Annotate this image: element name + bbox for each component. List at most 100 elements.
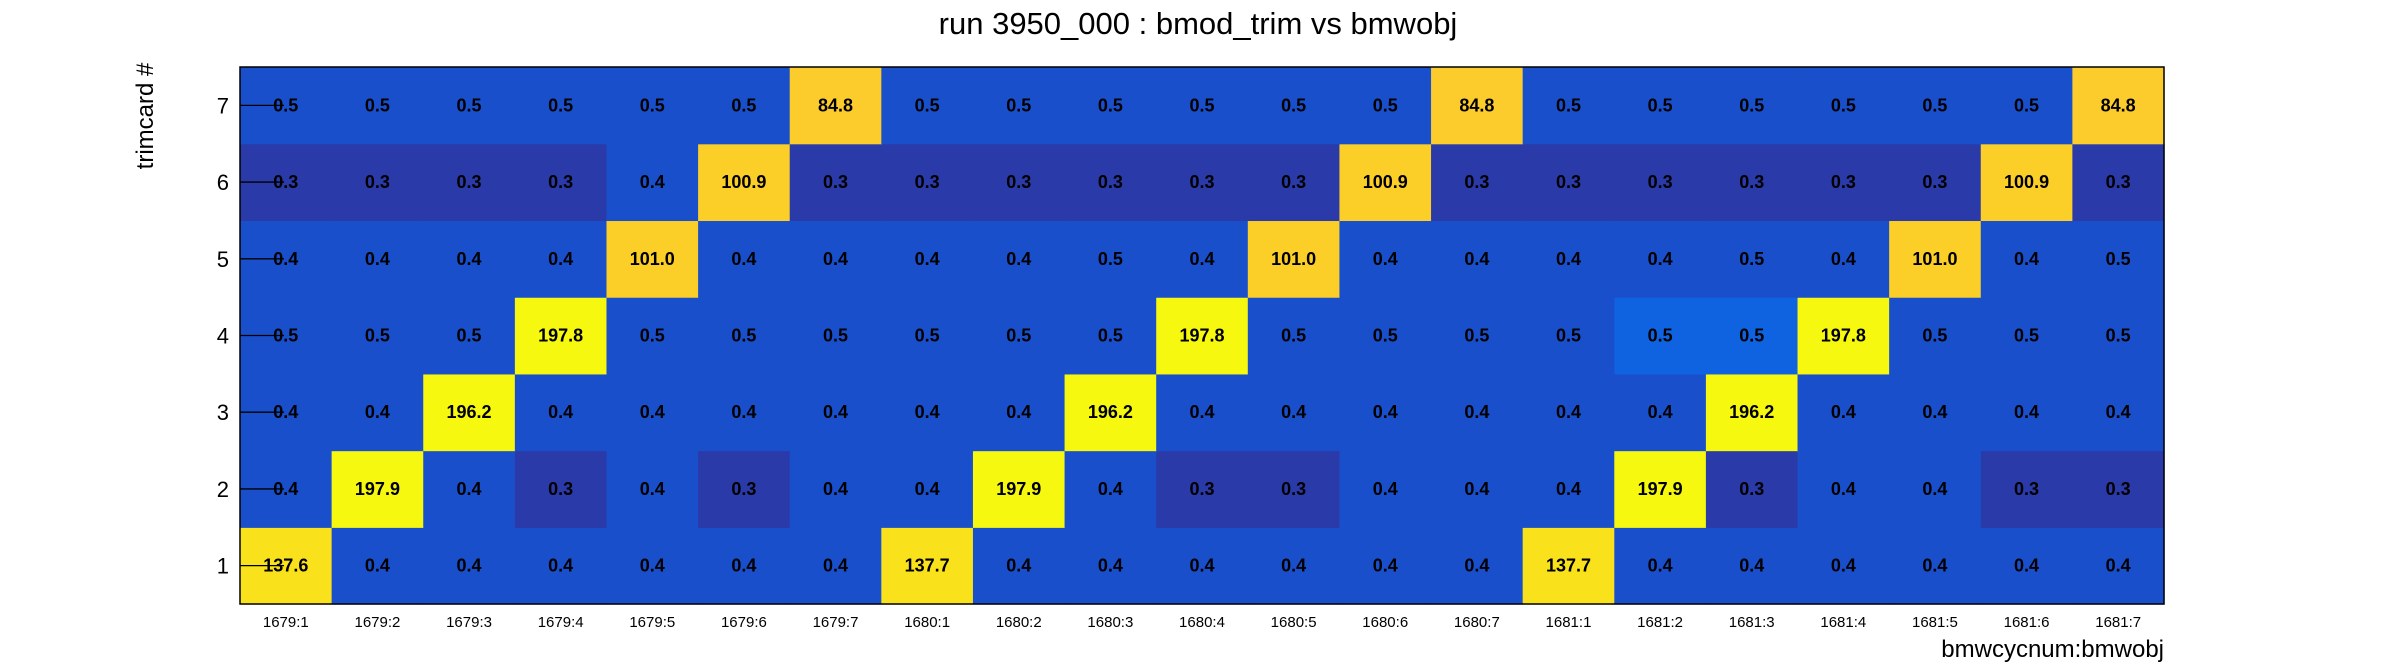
cell-value-label: 0.3 xyxy=(1006,172,1031,192)
heatmap-cell xyxy=(331,450,424,528)
heatmap-cell xyxy=(1889,450,1982,528)
heatmap-cell xyxy=(331,67,424,145)
cell-value-label: 0.4 xyxy=(1006,556,1031,576)
heatmap-cell xyxy=(1339,143,1432,222)
heatmap-cell xyxy=(789,450,882,528)
heatmap-cell xyxy=(1980,373,2073,452)
cell-value-label: 101.0 xyxy=(630,249,675,269)
heatmap-cell xyxy=(606,527,699,605)
cell-value-label: 196.2 xyxy=(1729,402,1774,422)
heatmap-cell xyxy=(1431,67,1524,145)
cell-value-label: 0.4 xyxy=(1831,479,1856,499)
cell-value-label: 0.4 xyxy=(1281,402,1306,422)
cell-value-label: 84.8 xyxy=(818,95,853,115)
heatmap-cell xyxy=(423,143,516,222)
heatmap-cell xyxy=(1797,67,1890,145)
heatmap-cell xyxy=(423,450,516,528)
heatmap-cell xyxy=(1247,297,1341,375)
cell-value-label: 0.4 xyxy=(1831,556,1856,576)
heatmap-cell xyxy=(1156,373,1249,452)
x-tick-label: 1679:1 xyxy=(263,614,309,631)
heatmap-cell xyxy=(514,143,608,222)
cell-value-label: 0.4 xyxy=(915,479,940,499)
heatmap-cell xyxy=(1064,373,1157,452)
cell-value-label: 0.5 xyxy=(2014,95,2039,115)
cell-value-label: 0.4 xyxy=(731,249,756,269)
heatmap-cell xyxy=(1980,67,2073,145)
heatmap-cell xyxy=(2072,143,2165,222)
cell-value-label: 0.4 xyxy=(640,172,665,192)
heatmap-cell xyxy=(789,220,882,298)
cell-value-label: 0.3 xyxy=(1739,479,1764,499)
heatmap-cell xyxy=(1431,220,1524,298)
x-tick-label: 1681:3 xyxy=(1729,614,1775,631)
heatmap-cell xyxy=(1431,297,1524,375)
cell-value-label: 0.4 xyxy=(548,249,573,269)
heatmap-cell xyxy=(1247,527,1341,605)
cell-value-label: 101.0 xyxy=(1912,249,1957,269)
cell-value-label: 0.3 xyxy=(365,172,390,192)
heatmap-cell xyxy=(1980,143,2073,222)
heatmap-cell xyxy=(1614,450,1707,528)
cell-value-label: 196.2 xyxy=(447,402,492,422)
cell-value-label: 0.3 xyxy=(915,172,940,192)
cell-value-label: 0.3 xyxy=(1189,479,1214,499)
x-tick-label: 1680:5 xyxy=(1271,614,1317,631)
cell-value-label: 0.4 xyxy=(1464,249,1489,269)
heatmap-cell xyxy=(789,527,882,605)
cell-value-label: 0.5 xyxy=(548,95,573,115)
heatmap-cell xyxy=(1156,143,1249,222)
cell-value-label: 0.5 xyxy=(1189,95,1214,115)
heatmap-cell xyxy=(1980,220,2073,298)
heatmap-cell xyxy=(1247,220,1341,298)
heatmap-cell xyxy=(423,67,516,145)
heatmap-cell xyxy=(1614,67,1707,145)
cell-value-label: 196.2 xyxy=(1088,402,1133,422)
x-tick-label: 1680:2 xyxy=(996,614,1042,631)
cell-value-label: 197.9 xyxy=(355,479,400,499)
cell-value-label: 0.3 xyxy=(273,172,298,192)
heatmap-cell xyxy=(2072,527,2165,605)
cell-value-label: 100.9 xyxy=(721,172,766,192)
heatmap-cell xyxy=(789,297,882,375)
x-tick-label: 1680:1 xyxy=(904,614,950,631)
heatmap-cell xyxy=(423,373,516,452)
cell-value-label: 0.5 xyxy=(1006,326,1031,346)
heatmap-cell xyxy=(1797,143,1890,222)
heatmap-cell xyxy=(881,450,974,528)
heatmap-cell xyxy=(1705,450,1799,528)
heatmap-cell xyxy=(1889,373,1982,452)
heatmap-cell xyxy=(1614,143,1707,222)
heatmap-cell xyxy=(1522,373,1615,452)
heatmap-cell xyxy=(1156,67,1249,145)
heatmap-cell xyxy=(606,67,699,145)
cell-value-label: 0.4 xyxy=(1189,556,1214,576)
heatmap-cell xyxy=(514,527,608,605)
cell-value-label: 0.5 xyxy=(1922,326,1947,346)
cell-value-label: 137.7 xyxy=(1546,556,1591,576)
cell-value-label: 0.5 xyxy=(2014,326,2039,346)
cell-value-label: 0.5 xyxy=(1373,326,1398,346)
heatmap-cell xyxy=(972,297,1066,375)
cell-value-label: 0.3 xyxy=(2014,479,2039,499)
cell-value-label: 84.8 xyxy=(2101,95,2136,115)
heatmap-cell xyxy=(1889,527,1982,605)
cell-value-label: 0.4 xyxy=(640,402,665,422)
cell-value-label: 0.3 xyxy=(1281,479,1306,499)
cell-value-label: 0.3 xyxy=(1831,172,1856,192)
cell-value-label: 0.3 xyxy=(548,172,573,192)
heatmap-cell xyxy=(1705,220,1799,298)
cell-value-label: 0.4 xyxy=(2106,556,2131,576)
heatmap-cell xyxy=(1614,527,1707,605)
heatmap-cell xyxy=(1705,527,1799,605)
cell-value-label: 0.4 xyxy=(365,402,390,422)
heatmap-cell xyxy=(2072,373,2165,452)
heatmap-cell xyxy=(1339,450,1432,528)
heatmap-cell xyxy=(698,527,791,605)
cell-value-label: 197.9 xyxy=(996,479,1041,499)
heatmap-cell xyxy=(881,297,974,375)
cell-value-label: 197.9 xyxy=(1638,479,1683,499)
cell-value-label: 0.5 xyxy=(1464,326,1489,346)
heatmap-cell xyxy=(1064,450,1157,528)
